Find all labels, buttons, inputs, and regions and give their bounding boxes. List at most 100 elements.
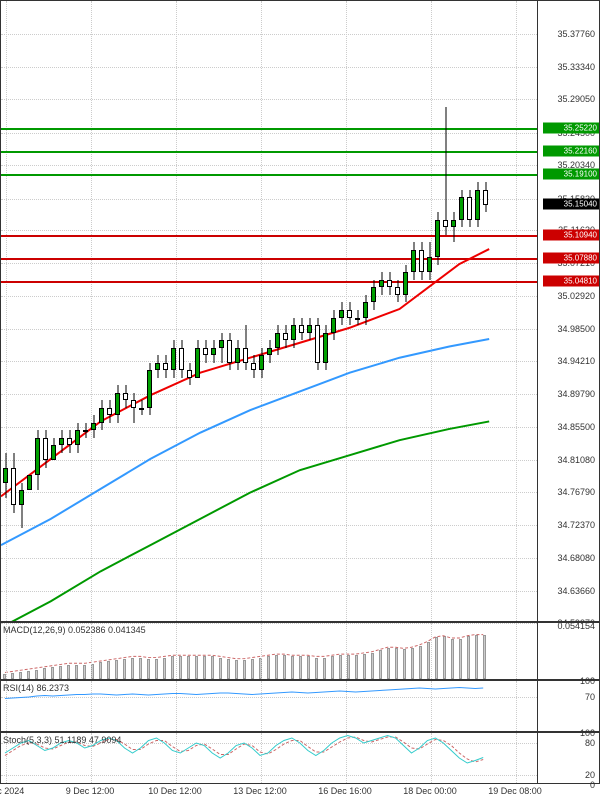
- candlestick: [211, 1, 216, 623]
- candlestick: [147, 1, 152, 623]
- x-tick-label: Dec 2024: [0, 786, 24, 796]
- candlestick: [459, 1, 464, 623]
- candlestick: [339, 1, 344, 623]
- macd-panel[interactable]: MACD(12,26,9) 0.052386 0.041345 00.05415…: [0, 622, 600, 680]
- y-tick-label: 35.02920: [557, 291, 595, 301]
- macd-label: MACD(12,26,9) 0.052386 0.041345: [3, 625, 146, 635]
- x-tick-label: 16 Dec 16:00: [318, 786, 372, 796]
- y-tick-label: 34.94210: [557, 356, 595, 366]
- main-y-axis: 34.5937034.6366034.6808034.7237034.76790…: [537, 1, 599, 621]
- candlestick: [275, 1, 280, 623]
- candlestick: [59, 1, 64, 623]
- y-tick-label: 35.33340: [557, 62, 595, 72]
- price-level-label: 35.07880: [543, 253, 599, 264]
- candlestick: [107, 1, 112, 623]
- rsi-panel[interactable]: RSI(14) 86.2373 070100: [0, 680, 600, 732]
- candlestick: [27, 1, 32, 623]
- candlestick: [163, 1, 168, 623]
- candlestick: [363, 1, 368, 623]
- candlestick: [387, 1, 392, 623]
- stoch-label: Stoch(5,3,3) 51.1189 47.9094: [3, 735, 121, 745]
- candlestick: [131, 1, 136, 623]
- candlestick: [291, 1, 296, 623]
- price-level-label: 35.10940: [543, 230, 599, 241]
- y-tick-label: 34.85500: [557, 422, 595, 432]
- macd-y-axis: 00.054154: [537, 623, 599, 679]
- candlestick: [83, 1, 88, 623]
- price-level-label: 35.04810: [543, 276, 599, 287]
- stoch-y-axis: 02080100: [537, 733, 599, 783]
- candlestick: [179, 1, 184, 623]
- candlestick: [227, 1, 232, 623]
- main-price-chart[interactable]: 34.5937034.6366034.6808034.7237034.76790…: [0, 0, 600, 622]
- candlestick: [331, 1, 336, 623]
- y-tick-label: 34.76790: [557, 487, 595, 497]
- current-price-label: 35.15040: [543, 199, 599, 210]
- candlestick: [443, 1, 448, 623]
- x-tick-label: 10 Dec 12:00: [148, 786, 202, 796]
- candlestick: [347, 1, 352, 623]
- candlestick: [235, 1, 240, 623]
- candlestick: [123, 1, 128, 623]
- macd-plot-area: MACD(12,26,9) 0.052386 0.041345: [1, 623, 537, 679]
- candlestick: [483, 1, 488, 623]
- x-tick-label: 13 Dec 12:00: [233, 786, 287, 796]
- candlestick: [315, 1, 320, 623]
- candlestick: [251, 1, 256, 623]
- candlestick: [155, 1, 160, 623]
- candlestick: [307, 1, 312, 623]
- candlestick: [115, 1, 120, 623]
- candlestick: [139, 1, 144, 623]
- candlestick: [219, 1, 224, 623]
- y-tick-label: 34.72370: [557, 520, 595, 530]
- candlestick: [203, 1, 208, 623]
- y-tick-label: 34.68080: [557, 553, 595, 563]
- candlestick: [67, 1, 72, 623]
- candlestick: [435, 1, 440, 623]
- y-tick-label: 35.29050: [557, 94, 595, 104]
- candlestick: [99, 1, 104, 623]
- candlestick: [355, 1, 360, 623]
- main-plot-area[interactable]: [1, 1, 537, 621]
- candlestick: [195, 1, 200, 623]
- rsi-plot-area: RSI(14) 86.2373: [1, 681, 537, 731]
- candlestick: [395, 1, 400, 623]
- candlestick: [259, 1, 264, 623]
- candlestick: [267, 1, 272, 623]
- candlestick: [451, 1, 456, 623]
- x-axis: Dec 20249 Dec 12:0010 Dec 12:0013 Dec 12…: [0, 784, 600, 803]
- candlestick: [43, 1, 48, 623]
- x-tick-label: 19 Dec 08:00: [488, 786, 542, 796]
- stoch-plot-area: Stoch(5,3,3) 51.1189 47.9094: [1, 733, 537, 783]
- candlestick: [323, 1, 328, 623]
- y-tick-label: 35.37760: [557, 29, 595, 39]
- candlestick: [403, 1, 408, 623]
- candlestick: [411, 1, 416, 623]
- rsi-label: RSI(14) 86.2373: [3, 683, 69, 693]
- candlestick: [35, 1, 40, 623]
- stoch-panel[interactable]: Stoch(5,3,3) 51.1189 47.9094 02080100: [0, 732, 600, 784]
- candlestick: [299, 1, 304, 623]
- price-level-label: 35.19100: [543, 168, 599, 179]
- candlestick: [19, 1, 24, 623]
- rsi-y-axis: 070100: [537, 681, 599, 731]
- candlestick: [475, 1, 480, 623]
- candlestick: [283, 1, 288, 623]
- candlestick: [91, 1, 96, 623]
- y-tick-label: 34.98500: [557, 324, 595, 334]
- x-tick-label: 18 Dec 00:00: [403, 786, 457, 796]
- y-tick-label: 34.63660: [557, 586, 595, 596]
- candlestick: [379, 1, 384, 623]
- candlestick: [419, 1, 424, 623]
- candlestick: [187, 1, 192, 623]
- candlestick: [3, 1, 8, 623]
- y-tick-label: 34.81080: [557, 455, 595, 465]
- candlestick: [171, 1, 176, 623]
- candlestick: [243, 1, 248, 623]
- candlestick: [427, 1, 432, 623]
- candlestick: [11, 1, 16, 623]
- candlestick: [371, 1, 376, 623]
- candlestick: [467, 1, 472, 623]
- price-level-label: 35.25220: [543, 122, 599, 133]
- price-level-label: 35.22160: [543, 145, 599, 156]
